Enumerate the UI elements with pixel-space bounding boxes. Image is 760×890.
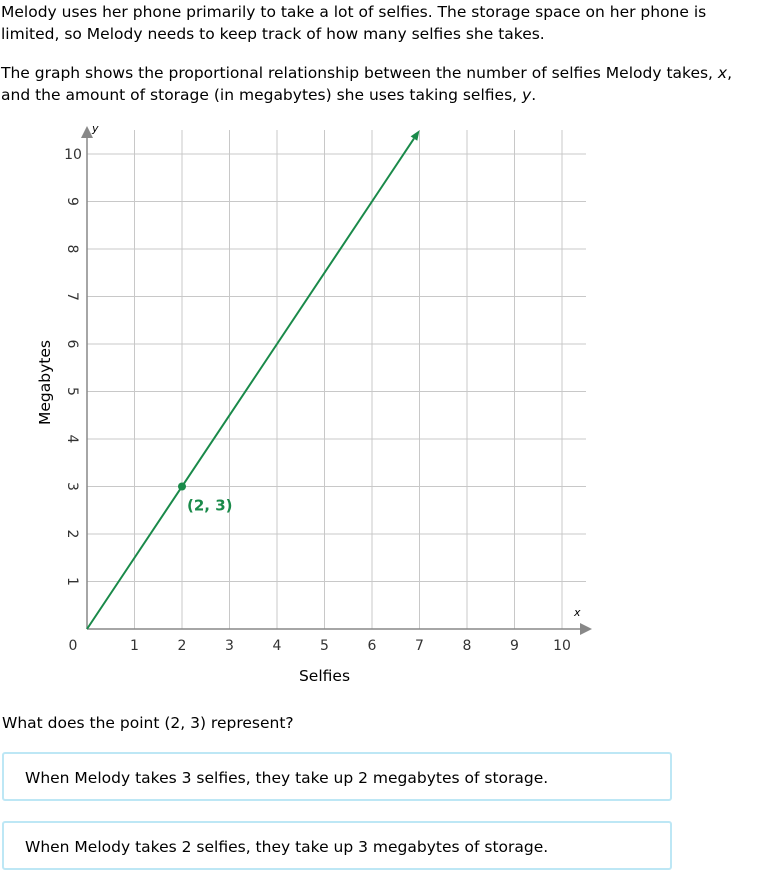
x-tick-label: 10 xyxy=(553,638,571,654)
x-tick-label: 1 xyxy=(130,638,139,654)
y-tick-label: 8 xyxy=(64,245,80,254)
y-axis-arrow-icon xyxy=(81,126,93,138)
x-axis-arrow-icon xyxy=(580,623,592,635)
problem-intro: Melody uses her phone primarily to take … xyxy=(1,3,707,43)
proportional-graph: 0 1 2 3 4 5 6 7 8 9 10 1 2 3 4 5 6 7 8 9 10 x y Selfies Meg… xyxy=(36,122,592,685)
line-arrow-icon xyxy=(410,130,420,141)
x-tick-label: 7 xyxy=(415,638,424,654)
y-axis-label: Megabytes xyxy=(36,340,54,425)
answer-choice-1[interactable]: When Melody takes 3 selfies, they take u… xyxy=(2,752,672,801)
y-tick-label: 9 xyxy=(64,197,80,206)
data-points: (2, 3) xyxy=(178,482,233,515)
desc-period: . xyxy=(531,86,537,104)
grid-lines xyxy=(87,130,586,629)
x-tick-label: 8 xyxy=(463,638,472,654)
x-tick-label: 9 xyxy=(510,638,519,654)
x-tick-label: 0 xyxy=(69,638,78,654)
y-tick-label: 3 xyxy=(64,482,80,491)
desc-var-x: x xyxy=(717,64,728,82)
y-tick-label: 6 xyxy=(64,340,80,349)
x-tick-label: 3 xyxy=(225,638,234,654)
y-tick-label: 7 xyxy=(64,292,80,301)
x-tick-label: 5 xyxy=(320,638,329,654)
x-tick-label: 6 xyxy=(368,638,377,654)
desc-comma: , xyxy=(727,64,733,82)
x-tick-label: 4 xyxy=(273,638,282,654)
data-point xyxy=(178,482,186,491)
y-tick-label: 10 xyxy=(64,147,82,163)
x-tick-labels: 0 1 2 3 4 5 6 7 8 9 10 xyxy=(69,638,571,654)
x-tick-label: 2 xyxy=(178,638,187,654)
y-tick-label: 4 xyxy=(64,435,80,444)
y-axis-variable: y xyxy=(91,122,99,135)
proportional-line xyxy=(86,138,415,630)
question-text: What does the point (2, 3) represent? xyxy=(2,714,294,732)
desc-text-1: The graph shows the proportional relatio… xyxy=(1,64,718,82)
x-axis-variable: x xyxy=(573,606,581,619)
x-axis-label: Selfies xyxy=(299,667,350,685)
y-tick-label: 2 xyxy=(64,530,80,539)
answer-choice-2[interactable]: When Melody takes 2 selfies, they take u… xyxy=(2,821,672,870)
y-tick-label: 5 xyxy=(64,387,80,396)
y-tick-labels: 1 2 3 4 5 6 7 8 9 10 xyxy=(64,147,82,586)
y-tick-label: 1 xyxy=(64,577,80,586)
problem-graph-description: The graph shows the proportional relatio… xyxy=(1,62,759,106)
desc-text-2: and the amount of storage (in megabytes)… xyxy=(1,86,523,104)
data-point-label: (2, 3) xyxy=(187,497,233,515)
desc-var-y: y xyxy=(522,86,532,104)
